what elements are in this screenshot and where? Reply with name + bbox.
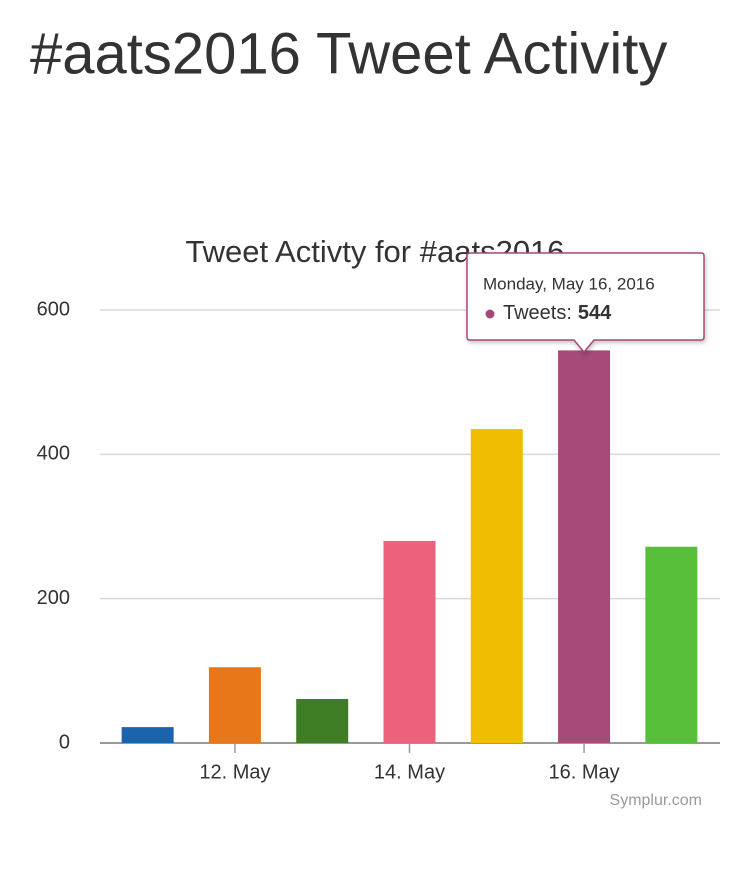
y-tick-label: 400 <box>37 443 70 465</box>
bar <box>208 667 261 743</box>
tooltip-dot <box>485 309 495 319</box>
bar <box>645 546 698 743</box>
bar <box>470 429 523 743</box>
bar <box>121 727 174 743</box>
y-tick-label: 600 <box>37 298 70 320</box>
tooltip-box <box>466 252 705 354</box>
page-title: #aats2016 Tweet Activity <box>30 21 667 86</box>
y-tick-label: 200 <box>37 587 70 609</box>
x-tick-label: 16. May <box>548 761 619 783</box>
tooltip-title: Monday, May 16, 2016 <box>483 274 655 293</box>
bar <box>296 698 349 743</box>
bar <box>383 540 436 743</box>
x-tick-label: 12. May <box>199 761 270 783</box>
y-tick-label: 0 <box>59 731 70 753</box>
tooltip-value: 544 <box>578 302 612 324</box>
tooltip-label: Tweets: <box>503 302 572 324</box>
x-tick-label: 14. May <box>374 761 445 783</box>
bar <box>558 350 611 743</box>
tooltip-text: Tweets: 544 <box>503 302 612 324</box>
tooltip: Monday, May 16, 2016 Tweets: 544 <box>466 252 705 354</box>
credits: Symplur.com <box>610 792 702 809</box>
